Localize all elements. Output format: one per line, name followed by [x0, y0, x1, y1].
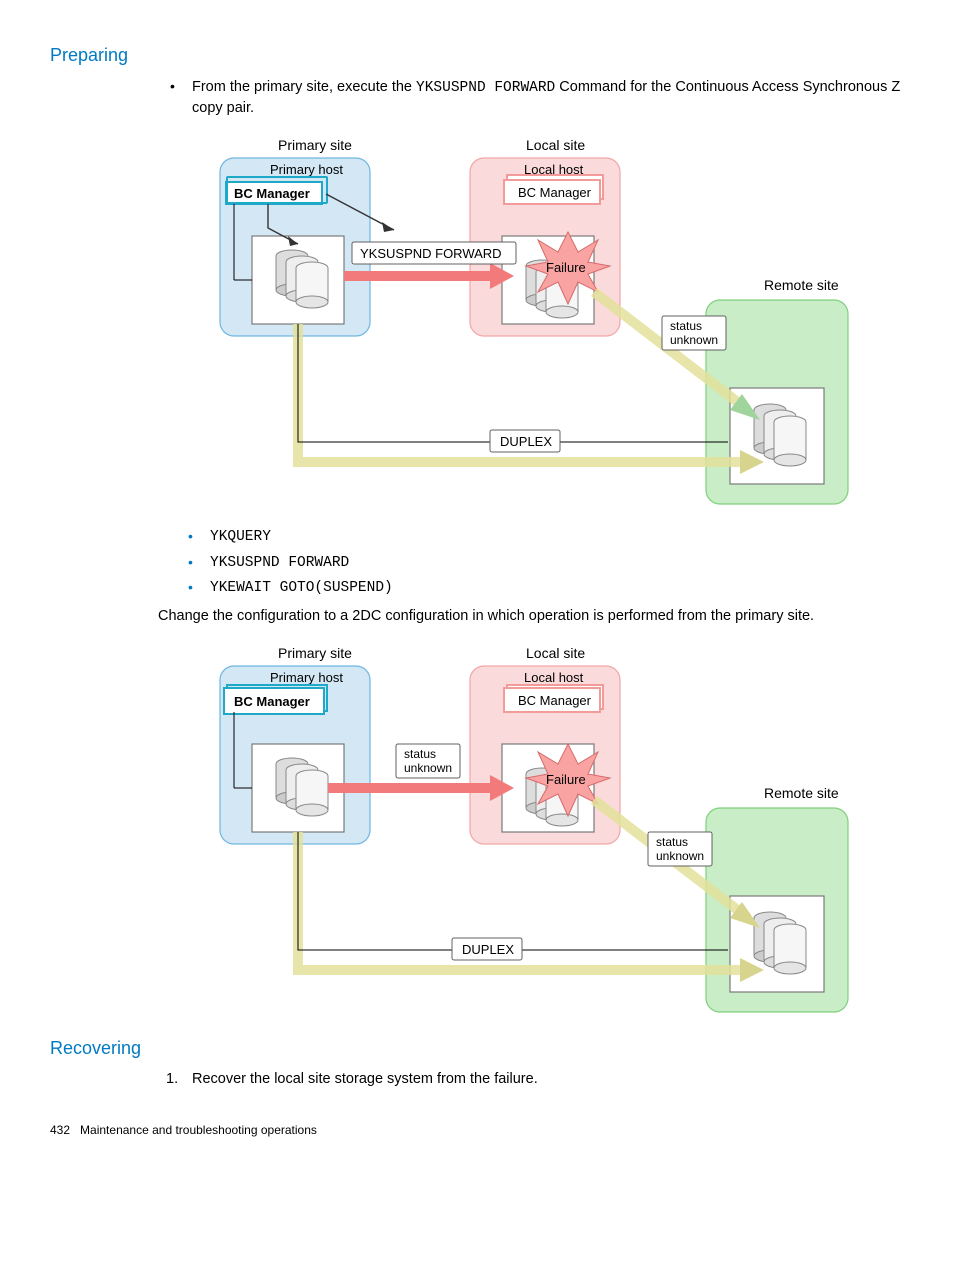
- bc-manager-local: BC Manager: [504, 175, 603, 204]
- footer-chapter-title: Maintenance and troubleshooting operatio…: [80, 1123, 317, 1137]
- cmd-text: YKQUERY: [210, 528, 904, 548]
- status-unknown-l1: status: [670, 319, 702, 333]
- d2-bc-manager-primary: BC Manager: [224, 685, 327, 714]
- page-footer: 432 Maintenance and troubleshooting oper…: [50, 1123, 904, 1137]
- section-heading-recovering: Recovering: [50, 1038, 904, 1059]
- change-config-paragraph: Change the configuration to a 2DC config…: [158, 607, 904, 627]
- cmd-item-0: • YKQUERY: [158, 528, 904, 548]
- primary-site-label: Primary site: [278, 137, 352, 153]
- svg-text:status: status: [656, 835, 688, 849]
- diagram-1-svg: Primary site Primary host BC Manager: [208, 132, 854, 510]
- preparing-content: • From the primary site, execute the YKS…: [158, 78, 904, 1018]
- step-number: 1.: [158, 1071, 192, 1087]
- remote-site-label: Remote site: [764, 277, 839, 293]
- bullet-blue: •: [158, 528, 210, 548]
- local-site-label: Local site: [526, 137, 585, 153]
- svg-text:status: status: [404, 747, 436, 761]
- d2-local-host-label: Local host: [524, 670, 584, 685]
- prep-bullet: • From the primary site, execute the YKS…: [158, 78, 904, 118]
- bc-manager-primary-label: BC Manager: [234, 186, 310, 201]
- svg-text:BC Manager: BC Manager: [234, 694, 310, 709]
- svg-text:Failure: Failure: [546, 772, 586, 787]
- cmd-item-2: • YKEWAIT GOTO(SUSPEND): [158, 579, 904, 599]
- primary-host-label: Primary host: [270, 162, 343, 177]
- cmd-text: YKSUSPND FORWARD: [210, 554, 904, 574]
- d2-remote-site-label: Remote site: [764, 785, 839, 801]
- recover-step-1: 1. Recover the local site storage system…: [158, 1071, 904, 1087]
- bullet-cmd: YKSUSPND FORWARD: [416, 80, 555, 96]
- bc-manager-primary: BC Manager: [226, 182, 326, 208]
- bullet-blue: •: [158, 579, 210, 599]
- duplex-text: DUPLEX: [500, 434, 552, 449]
- diagram-2: Primary site Primary host BC Manager: [158, 640, 904, 1018]
- arrowhead-dark2: [382, 222, 394, 232]
- d2-primary-host-label: Primary host: [270, 670, 343, 685]
- recovering-content: 1. Recover the local site storage system…: [158, 1071, 904, 1087]
- step-text: Recover the local site storage system fr…: [192, 1071, 538, 1087]
- svg-text:DUPLEX: DUPLEX: [462, 942, 514, 957]
- section-heading-preparing: Preparing: [50, 45, 904, 66]
- d2-primary-site-label: Primary site: [278, 645, 352, 661]
- diagram-2-svg: Primary site Primary host BC Manager: [208, 640, 854, 1018]
- bullet-text: From the primary site, execute the YKSUS…: [192, 78, 904, 118]
- d2-local-site-label: Local site: [526, 645, 585, 661]
- cmd-item-1: • YKSUSPND FORWARD: [158, 554, 904, 574]
- bullet-blue: •: [158, 554, 210, 574]
- svg-text:BC Manager: BC Manager: [518, 693, 592, 708]
- footer-page-number: 432: [50, 1123, 70, 1137]
- bc-manager-local-label: BC Manager: [518, 185, 592, 200]
- svg-text:unknown: unknown: [656, 849, 704, 863]
- yksuspnd-text: YKSUSPND FORWARD: [360, 246, 502, 261]
- bullet-glyph: •: [158, 78, 192, 118]
- diagram-1: Primary site Primary host BC Manager: [158, 132, 904, 510]
- status-unknown-l2: unknown: [670, 333, 718, 347]
- bullet-prefix: From the primary site, execute the: [192, 79, 416, 95]
- failure-text: Failure: [546, 260, 586, 275]
- svg-text:unknown: unknown: [404, 761, 452, 775]
- cmd-text: YKEWAIT GOTO(SUSPEND): [210, 579, 904, 599]
- d2-bc-manager-local: BC Manager: [504, 685, 603, 712]
